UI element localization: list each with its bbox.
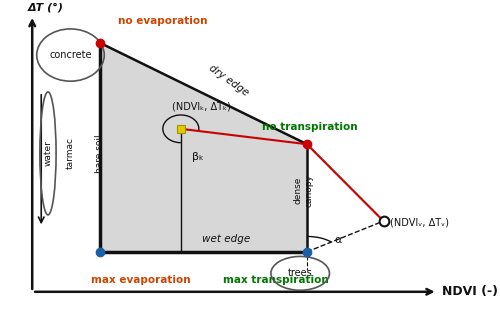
Text: NDVI (-): NDVI (-): [442, 285, 498, 298]
Text: dry edge: dry edge: [207, 63, 250, 98]
Text: concrete: concrete: [50, 50, 92, 60]
Text: max evaporation: max evaporation: [91, 275, 190, 285]
Text: no transpiration: no transpiration: [262, 122, 358, 132]
Text: wet edge: wet edge: [202, 234, 250, 244]
Text: (NDVlₖ, ΔTₖ): (NDVlₖ, ΔTₖ): [172, 102, 231, 112]
Text: dense
canopy: dense canopy: [294, 174, 313, 207]
Text: α: α: [334, 235, 342, 245]
Polygon shape: [100, 43, 307, 252]
Text: trees: trees: [288, 268, 312, 278]
Text: ΔT (°): ΔT (°): [28, 2, 64, 12]
Text: βₖ: βₖ: [192, 152, 204, 161]
Text: bare soil: bare soil: [96, 134, 104, 173]
Text: (NDVIᵥ, ΔTᵥ): (NDVIᵥ, ΔTᵥ): [390, 218, 450, 228]
Text: max transpiration: max transpiration: [222, 275, 328, 285]
Text: tarmac: tarmac: [66, 138, 75, 170]
Text: water: water: [44, 140, 52, 166]
Text: no evaporation: no evaporation: [118, 16, 208, 26]
